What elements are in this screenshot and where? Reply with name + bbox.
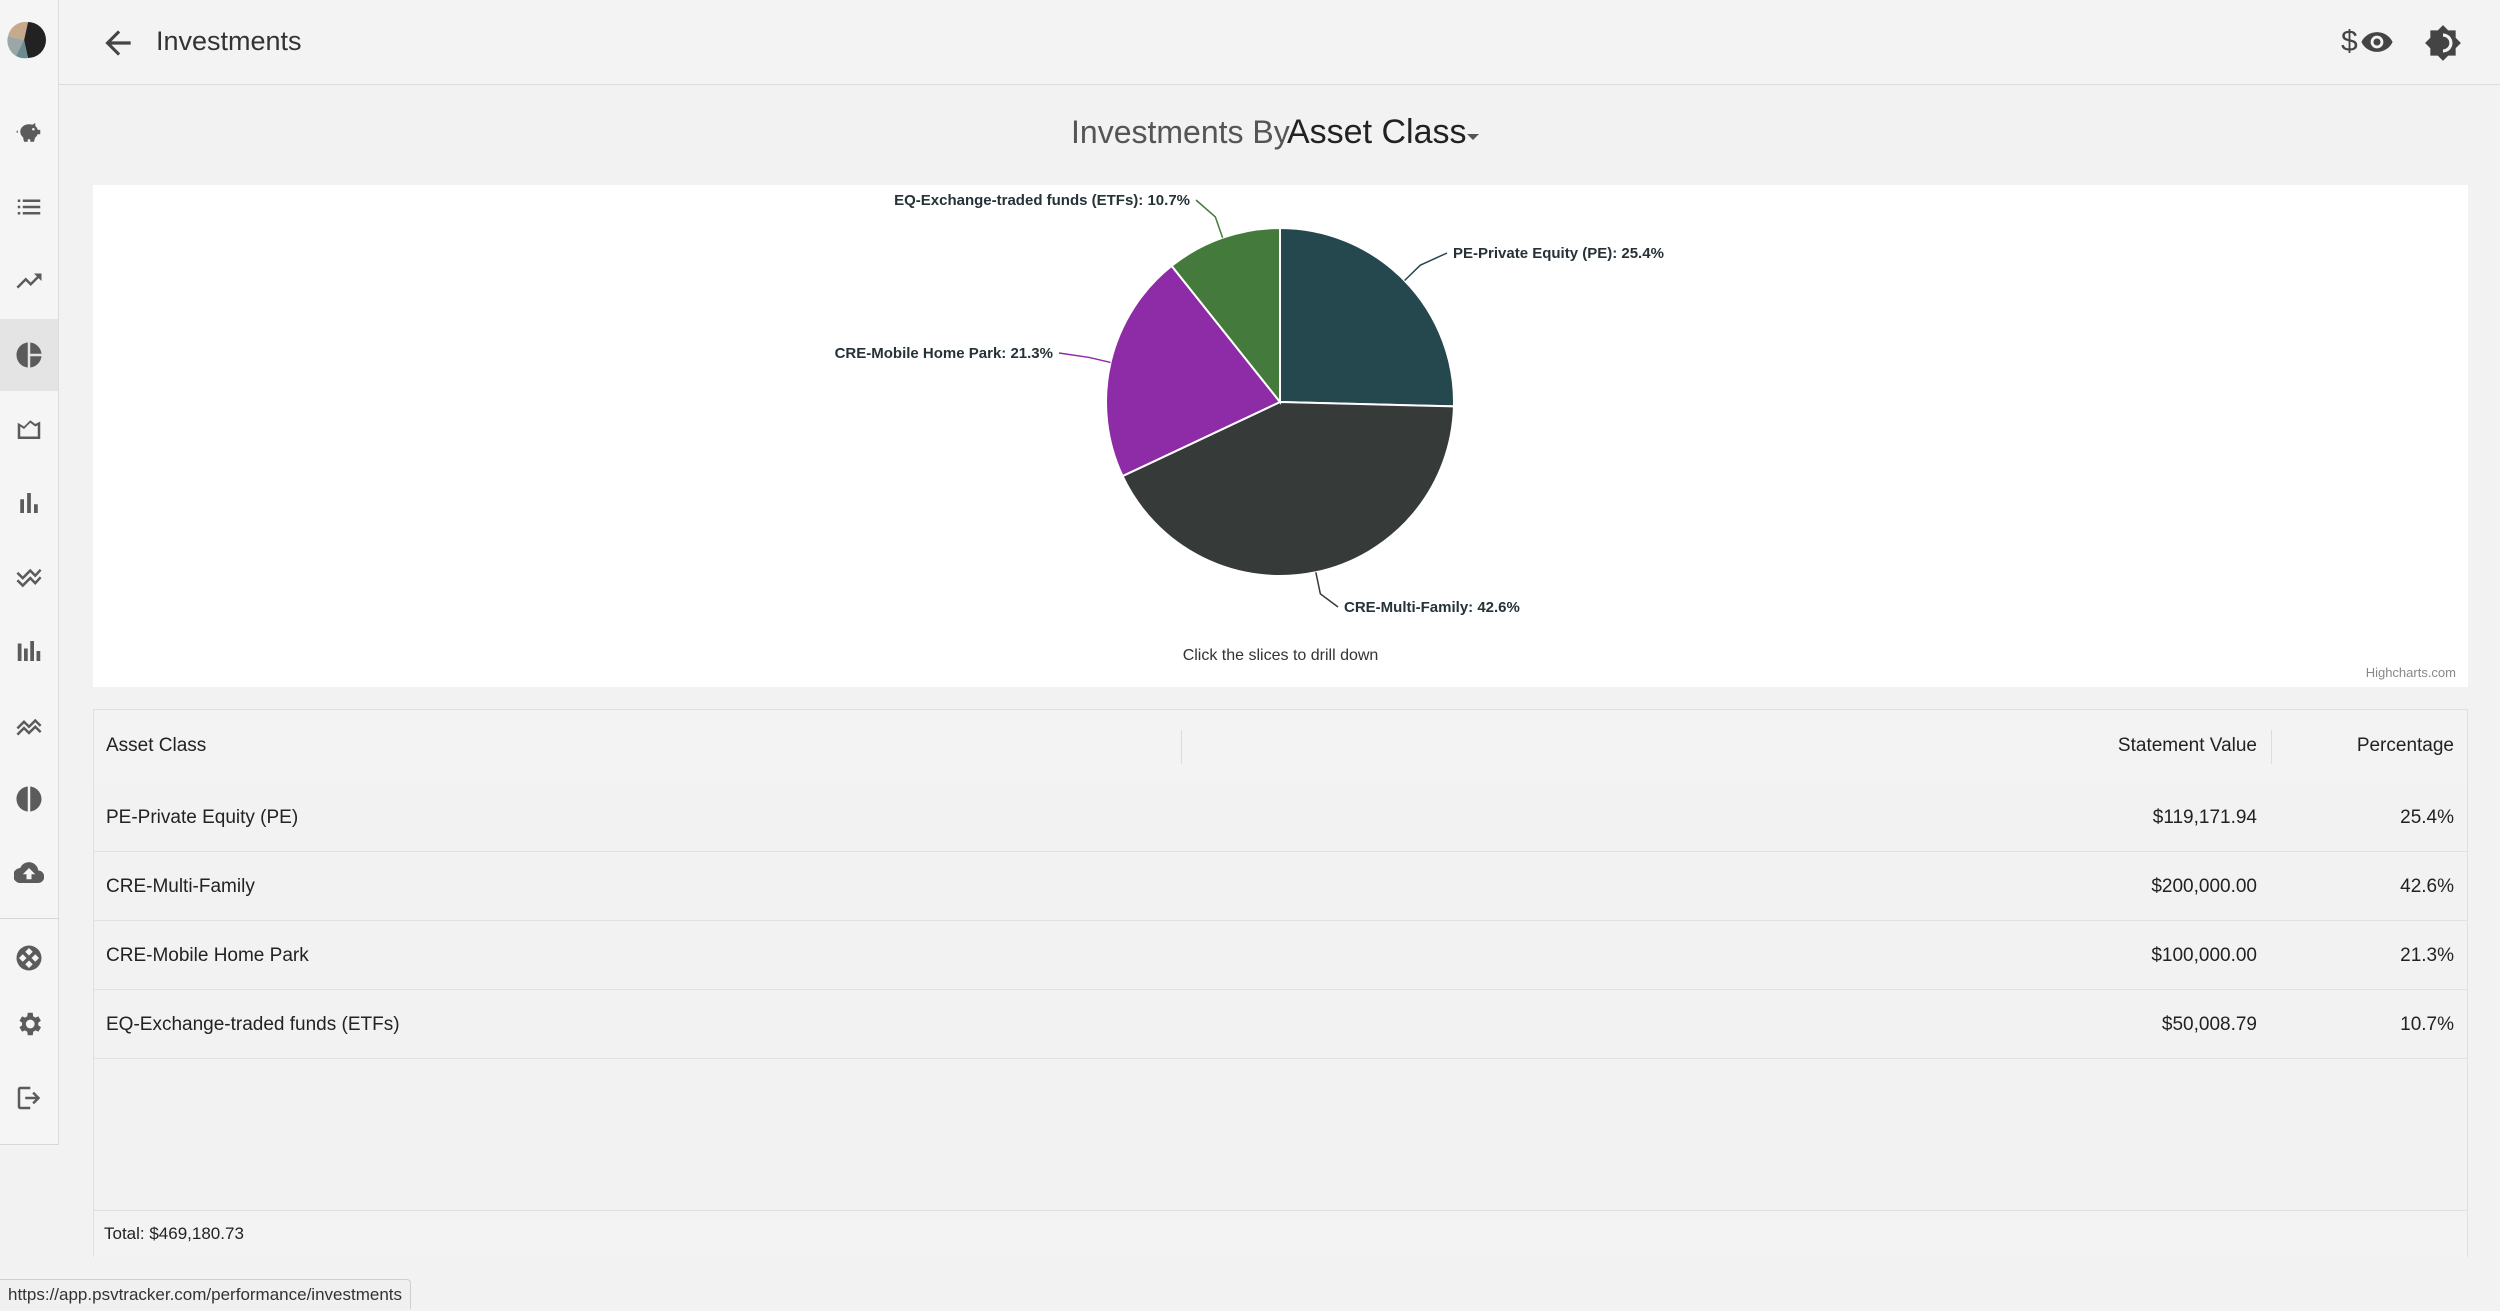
asset-class-table: Asset Class Statement Value Percentage P…	[93, 709, 2468, 1257]
sidebar-item-stacked-line[interactable]	[0, 689, 58, 761]
table-row[interactable]: PE-Private Equity (PE) $119,171.94 25.4%	[94, 783, 2467, 852]
table-row[interactable]: CRE-Multi-Family $200,000.00 42.6%	[94, 852, 2467, 921]
data-label-connector	[1315, 572, 1339, 608]
data-label-connector	[1195, 199, 1224, 238]
gear-icon	[19, 1012, 41, 1036]
sidebar-item-list[interactable]	[0, 171, 58, 243]
network-icon	[16, 945, 42, 971]
cell-asset-class: CRE-Mobile Home Park	[106, 945, 309, 966]
sidebar-item-piggy-bank[interactable]	[0, 97, 58, 169]
table-header-row: Asset Class Statement Value Percentage	[94, 710, 2467, 784]
brightness-icon[interactable]	[2424, 24, 2462, 62]
sidebar-item-multiline[interactable]	[0, 541, 58, 613]
chart-credits[interactable]: Highcharts.com	[2365, 665, 2456, 680]
cell-percentage: 10.7%	[2400, 1014, 2454, 1035]
back-arrow-icon[interactable]	[99, 24, 137, 62]
chart-panel: PE-Private Equity (PE): 25.4% CRE-Multi-F…	[93, 185, 2468, 687]
cloud-upload-icon	[14, 862, 44, 884]
pie-chart: PE-Private Equity (PE): 25.4% CRE-Multi-F…	[835, 192, 1664, 616]
data-label[interactable]: EQ-Exchange-traded funds (ETFs): 10.7%	[894, 192, 1190, 209]
sidebar-item-pie-chart[interactable]	[0, 319, 58, 391]
list-icon	[17, 199, 41, 215]
top-bar: Investments $	[59, 0, 2500, 85]
pie-slice[interactable]	[1121, 400, 1455, 578]
data-label[interactable]: CRE-Mobile Home Park: 21.3%	[835, 345, 1053, 362]
column-separator[interactable]	[2271, 730, 2272, 764]
cell-statement-value: $50,008.79	[2161, 1014, 2257, 1035]
data-label[interactable]: PE-Private Equity (PE): 25.4%	[1453, 245, 1664, 262]
data-label[interactable]: CRE-Multi-Family: 42.6%	[1344, 599, 1520, 616]
area-chart-icon	[17, 420, 41, 439]
column-header-percentage[interactable]: Percentage	[2356, 735, 2454, 756]
chart-heading-prefix: Investments By	[1071, 114, 1290, 150]
sidebar-divider	[0, 918, 58, 919]
chevron-down-icon[interactable]	[1466, 132, 1480, 142]
table-footer: Total: $469,180.73	[94, 1210, 2467, 1257]
pie-slice[interactable]	[1279, 226, 1455, 408]
column-header-asset-class[interactable]: Asset Class	[106, 735, 207, 756]
stacked-line-icon	[16, 718, 42, 736]
data-label-connector	[1058, 352, 1111, 364]
cell-statement-value: $200,000.00	[2151, 876, 2257, 897]
sidebar-item-area-chart[interactable]	[0, 393, 58, 465]
cell-percentage: 42.6%	[2400, 876, 2454, 897]
cell-asset-class: CRE-Multi-Family	[106, 876, 255, 897]
page-title: Investments	[156, 26, 302, 56]
sidebar-item-settings[interactable]	[0, 988, 58, 1060]
table-row[interactable]: CRE-Mobile Home Park $100,000.00 21.3%	[94, 921, 2467, 990]
stacked-bar-icon	[17, 641, 41, 661]
pie-chart-icon	[16, 342, 42, 368]
sidebar-item-stacked-bar[interactable]	[0, 615, 58, 687]
cell-percentage: 21.3%	[2400, 945, 2454, 966]
dollar-icon: $	[2341, 25, 2358, 58]
table-row[interactable]: EQ-Exchange-traded funds (ETFs) $50,008.…	[94, 990, 2467, 1059]
column-separator[interactable]	[1181, 730, 1182, 764]
data-label-connector	[1404, 252, 1448, 282]
chart-subtitle: Click the slices to drill down	[1182, 647, 1379, 664]
group-by-select[interactable]: Asset Class	[1287, 113, 1467, 151]
sidebar-item-upload[interactable]	[0, 837, 58, 909]
trending-up-icon	[16, 273, 42, 289]
multiline-chart-icon	[16, 568, 42, 588]
sidebar-item-bar-chart[interactable]	[0, 467, 58, 539]
pie-slice[interactable]	[1170, 226, 1281, 405]
eye-icon	[2361, 32, 2393, 52]
cell-percentage: 25.4%	[2400, 807, 2454, 828]
sidebar-item-logout[interactable]	[0, 1062, 58, 1134]
currency-visibility-toggle[interactable]: $	[2341, 22, 2394, 62]
app-logo-icon[interactable]	[0, 12, 56, 68]
sidebar-item-network[interactable]	[0, 922, 58, 994]
table-total: Total: $469,180.73	[104, 1224, 244, 1243]
cell-asset-class: EQ-Exchange-traded funds (ETFs)	[106, 1014, 400, 1035]
sidebar	[0, 0, 59, 1145]
sidebar-item-donut[interactable]	[0, 763, 58, 835]
cell-statement-value: $100,000.00	[2151, 945, 2257, 966]
column-header-statement-value[interactable]: Statement Value	[2117, 735, 2257, 756]
piggy-bank-icon	[16, 123, 41, 142]
sidebar-item-trending[interactable]	[0, 245, 58, 317]
donut-icon	[16, 786, 42, 812]
cell-statement-value: $119,171.94	[2152, 807, 2257, 828]
bar-chart-icon	[20, 493, 38, 513]
status-bar-url: https://app.psvtracker.com/performance/i…	[0, 1279, 412, 1309]
cell-asset-class: PE-Private Equity (PE)	[106, 807, 299, 828]
sidebar-divider	[0, 1144, 58, 1145]
logout-icon	[17, 1086, 41, 1110]
